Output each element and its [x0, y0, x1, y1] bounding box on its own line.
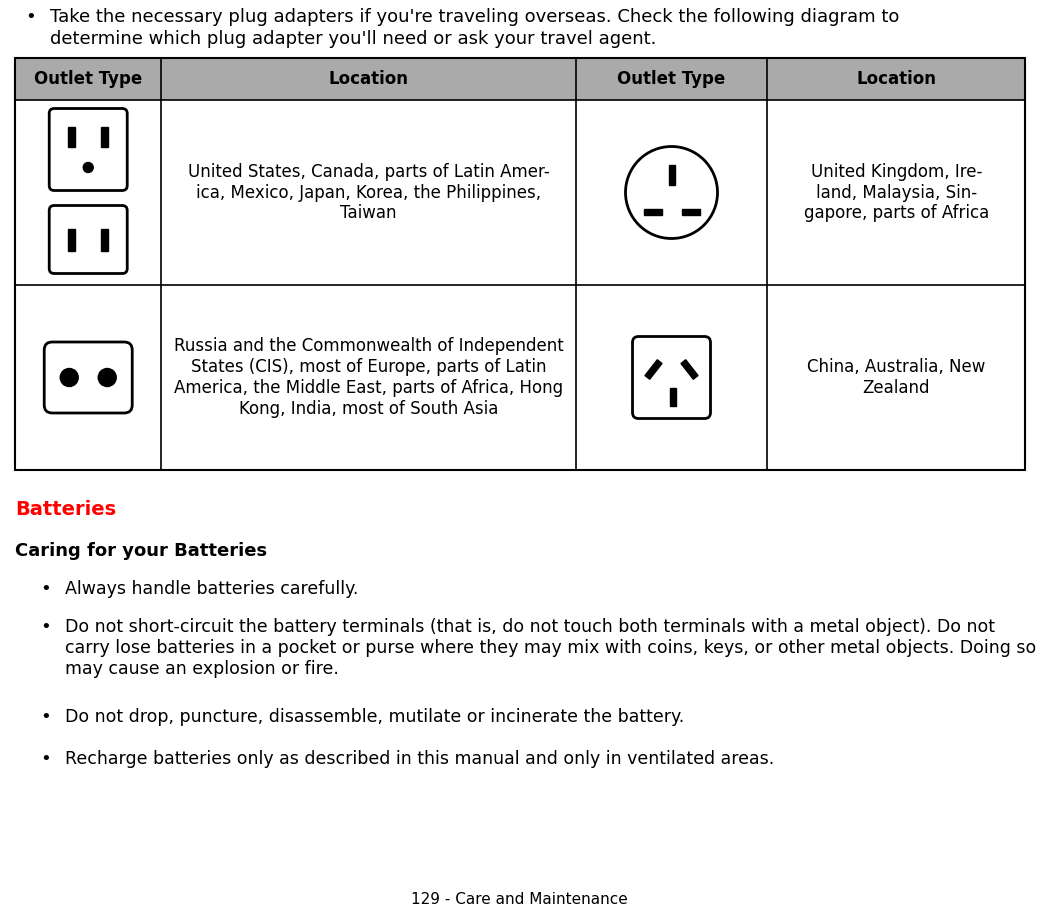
- Text: Location: Location: [856, 70, 936, 88]
- Bar: [101, 228, 108, 250]
- Text: Do not short-circuit the battery terminals (that is, do not touch both terminals: Do not short-circuit the battery termina…: [65, 618, 1036, 678]
- Bar: [668, 165, 674, 184]
- Bar: [15, 58, 1025, 100]
- Text: 129 - Care and Maintenance: 129 - Care and Maintenance: [410, 892, 628, 907]
- Text: Caring for your Batteries: Caring for your Batteries: [15, 542, 267, 560]
- Bar: [69, 228, 75, 250]
- Text: Location: Location: [328, 70, 408, 88]
- Text: •: •: [39, 708, 51, 726]
- Text: •: •: [39, 580, 51, 598]
- FancyBboxPatch shape: [49, 205, 127, 274]
- Text: determine which plug adapter you'll need or ask your travel agent.: determine which plug adapter you'll need…: [50, 30, 657, 48]
- Text: •: •: [25, 8, 35, 26]
- Bar: [682, 209, 699, 214]
- Text: Always handle batteries carefully.: Always handle batteries carefully.: [65, 580, 358, 598]
- Circle shape: [83, 162, 94, 172]
- Bar: [643, 209, 662, 214]
- Bar: [645, 360, 662, 379]
- Bar: [15, 58, 1025, 470]
- Circle shape: [625, 147, 718, 238]
- Bar: [101, 126, 108, 147]
- Bar: [69, 126, 75, 147]
- Text: Take the necessary plug adapters if you're traveling overseas. Check the followi: Take the necessary plug adapters if you'…: [50, 8, 900, 26]
- FancyBboxPatch shape: [45, 342, 132, 413]
- Text: China, Australia, New
Zealand: China, Australia, New Zealand: [807, 358, 985, 397]
- Text: •: •: [39, 618, 51, 636]
- Text: United States, Canada, parts of Latin Amer-
ica, Mexico, Japan, Korea, the Phili: United States, Canada, parts of Latin Am…: [188, 163, 550, 223]
- Text: Recharge batteries only as described in this manual and only in ventilated areas: Recharge batteries only as described in …: [65, 750, 774, 768]
- Bar: [669, 387, 675, 406]
- FancyBboxPatch shape: [633, 336, 711, 419]
- Circle shape: [60, 368, 78, 387]
- Text: Outlet Type: Outlet Type: [34, 70, 142, 88]
- Text: Do not drop, puncture, disassemble, mutilate or incinerate the battery.: Do not drop, puncture, disassemble, muti…: [65, 708, 685, 726]
- Text: Outlet Type: Outlet Type: [617, 70, 725, 88]
- Text: •: •: [39, 750, 51, 768]
- Text: Batteries: Batteries: [15, 500, 116, 519]
- Circle shape: [99, 368, 116, 387]
- Bar: [15, 58, 1025, 470]
- Bar: [681, 360, 698, 379]
- Text: Russia and the Commonwealth of Independent
States (CIS), most of Europe, parts o: Russia and the Commonwealth of Independe…: [174, 337, 563, 418]
- FancyBboxPatch shape: [49, 108, 127, 191]
- Text: United Kingdom, Ire-
land, Malaysia, Sin-
gapore, parts of Africa: United Kingdom, Ire- land, Malaysia, Sin…: [803, 163, 989, 223]
